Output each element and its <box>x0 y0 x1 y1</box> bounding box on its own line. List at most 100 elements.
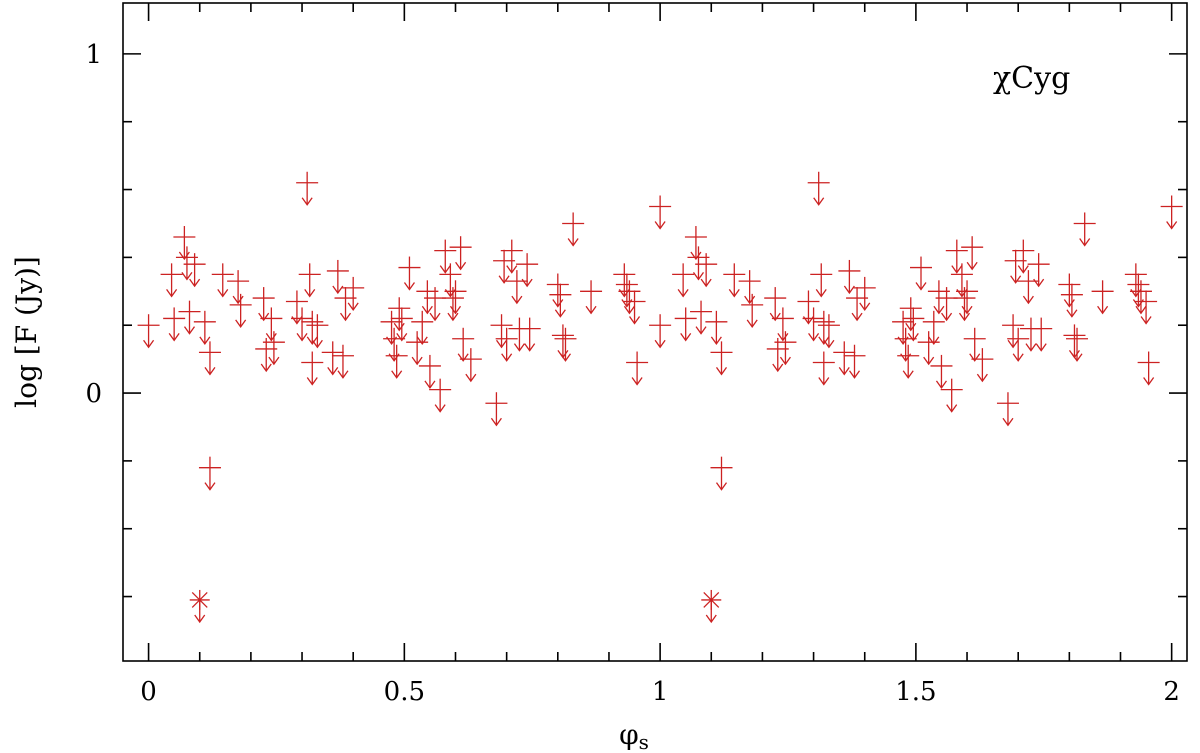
x-axis-label-main: φ <box>619 718 639 751</box>
asterisk-upper-limit-point <box>189 589 210 624</box>
upper-limit-point <box>500 239 523 274</box>
x-tick-label: 1 <box>652 677 669 707</box>
upper-limit-point <box>434 239 457 274</box>
upper-limit-point <box>183 253 206 288</box>
upper-limit-point <box>301 351 324 386</box>
plot-area-border <box>122 2 1188 662</box>
upper-limit-point <box>812 351 835 386</box>
upper-limit-point <box>198 341 221 376</box>
upper-limit-point <box>198 456 221 491</box>
upper-limit-point <box>764 287 787 322</box>
upper-limit-point <box>418 354 441 390</box>
upper-limit-point <box>452 327 475 362</box>
upper-limit-point <box>549 283 572 318</box>
upper-limit-point <box>817 314 840 349</box>
upper-limit-point <box>1091 280 1114 315</box>
upper-limit-point <box>505 270 528 305</box>
upper-limit-point <box>306 314 329 349</box>
upper-limit-point <box>910 256 932 291</box>
upper-limit-point <box>902 307 925 342</box>
upper-limit-point <box>562 212 585 247</box>
x-tick-label: 0 <box>140 677 157 707</box>
upper-limit-point <box>298 263 321 298</box>
x-axis-label: φs <box>619 718 649 753</box>
upper-limit-point <box>398 256 421 291</box>
upper-limit-point <box>411 310 434 345</box>
upper-limit-point <box>838 259 861 295</box>
upper-limit-point <box>1017 270 1040 305</box>
upper-limit-point <box>551 324 574 359</box>
upper-limit-point <box>516 253 539 288</box>
upper-limit-point <box>1007 327 1030 362</box>
upper-limit-point <box>710 456 733 491</box>
upper-limit-point <box>833 341 856 376</box>
upper-limit-point <box>291 307 314 342</box>
upper-limit-point <box>137 314 160 349</box>
x-tick-label: 2 <box>1163 677 1180 707</box>
upper-limit-point <box>260 307 283 342</box>
upper-limit-point <box>1058 273 1081 308</box>
upper-limit-point <box>385 344 408 379</box>
upper-limit-point <box>331 344 354 379</box>
upper-limit-point <box>738 270 761 305</box>
upper-limit-point <box>388 297 411 332</box>
upper-limit-point <box>485 392 508 427</box>
upper-limit-point <box>897 344 920 379</box>
upper-limit-point <box>1027 253 1050 288</box>
upper-limit-point <box>301 310 324 345</box>
upper-limit-point <box>1135 290 1158 325</box>
upper-limit-point <box>193 310 216 345</box>
upper-limit-point <box>674 307 697 342</box>
upper-limit-point <box>1066 327 1089 362</box>
upper-limit-point <box>1030 317 1053 352</box>
upper-limit-point <box>843 344 866 379</box>
upper-limit-point <box>444 280 467 315</box>
upper-limit-point <box>178 300 201 335</box>
upper-limit-point <box>626 351 649 386</box>
upper-limit-point <box>899 297 922 332</box>
axis-ticks: 0 0.5 1 1.5 2 0 1 <box>85 3 1187 707</box>
upper-limit-point <box>1137 351 1160 386</box>
plot-frame <box>122 2 1188 662</box>
upper-limit-point <box>971 348 994 383</box>
upper-limit-point <box>810 263 833 298</box>
upper-limit-point <box>262 331 285 366</box>
upper-limit-point <box>490 314 513 349</box>
x-tick-label: 0.5 <box>384 677 425 707</box>
upper-limit-point <box>741 293 764 328</box>
upper-limit-point <box>807 171 830 206</box>
upper-limit-point <box>227 270 250 305</box>
upper-limit-point <box>211 263 234 298</box>
upper-limit-point <box>429 378 452 413</box>
upper-limit-point <box>1160 195 1183 230</box>
upper-limit-point <box>252 287 275 322</box>
upper-limit-point <box>546 273 569 308</box>
upper-limit-point <box>774 331 797 366</box>
upper-limit-point <box>940 378 963 413</box>
upper-limit-point <box>495 327 518 362</box>
upper-limit-point <box>406 331 429 366</box>
x-axis-label-subscript: s <box>639 730 649 753</box>
upper-limit-point <box>771 307 794 342</box>
upper-limit-point <box>554 327 577 362</box>
upper-limit-point <box>690 300 713 335</box>
upper-limit-point <box>930 354 953 390</box>
data-points <box>137 171 1183 624</box>
upper-limit-point <box>390 307 413 342</box>
upper-limit-point <box>623 290 646 325</box>
upper-limit-point <box>853 276 876 312</box>
y-tick-label: 1 <box>85 40 102 70</box>
upper-limit-point <box>1019 317 1042 352</box>
upper-limit-point <box>710 341 733 376</box>
upper-limit-point <box>723 263 746 298</box>
upper-limit-point <box>945 239 968 274</box>
upper-limit-point <box>956 280 979 315</box>
upper-limit-point <box>802 307 825 342</box>
upper-limit-point <box>163 307 186 342</box>
upper-limit-point <box>922 310 945 345</box>
upper-limit-point <box>321 341 344 376</box>
upper-limit-point <box>1060 283 1083 318</box>
asterisk-upper-limit-point <box>701 589 722 624</box>
upper-limit-point <box>342 276 365 312</box>
